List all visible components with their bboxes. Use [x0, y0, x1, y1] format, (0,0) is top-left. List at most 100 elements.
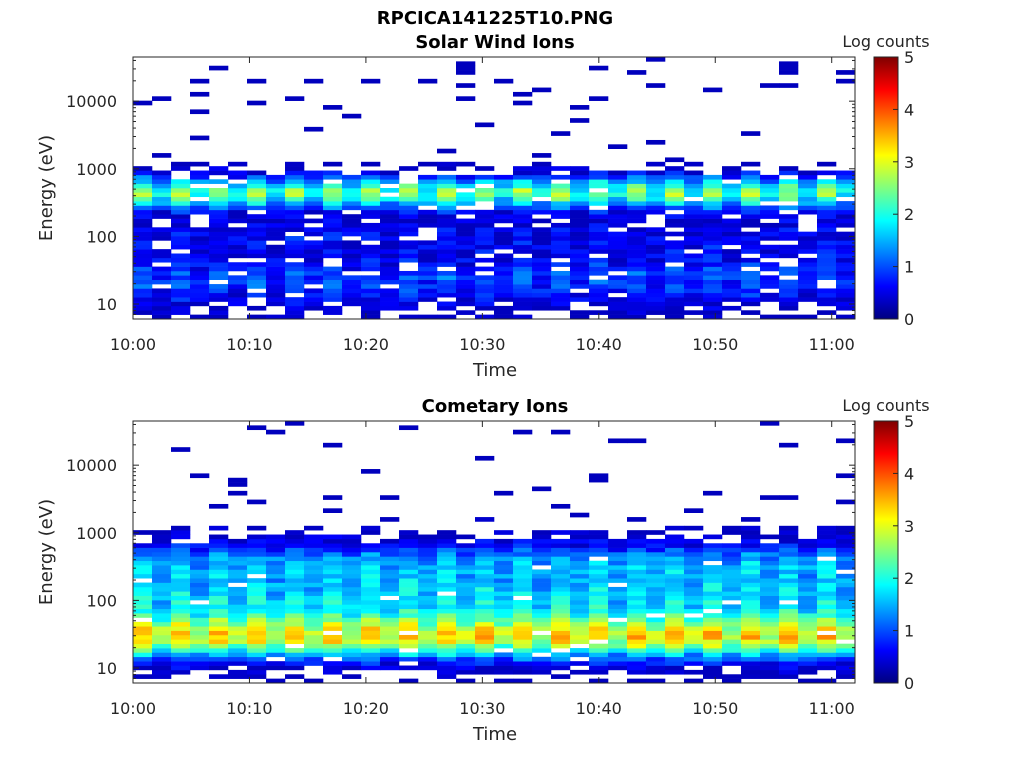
heatmap-cell	[171, 257, 191, 263]
heatmap-cell	[684, 560, 704, 566]
heatmap-cell	[361, 604, 381, 610]
heatmap-cell	[228, 560, 248, 566]
heatmap-cell	[456, 552, 476, 557]
heatmap-cell	[817, 534, 837, 540]
heatmap-cell	[608, 600, 628, 605]
heatmap-cell	[513, 266, 533, 272]
heatmap-cell	[722, 297, 742, 302]
heatmap-cell	[171, 613, 191, 618]
heatmap-cell	[228, 543, 248, 548]
heatmap-cell	[304, 626, 324, 631]
heatmap-cell	[228, 634, 248, 640]
heatmap-cell	[779, 70, 799, 75]
heatmap-cell	[171, 183, 191, 189]
heatmap-cell	[456, 257, 476, 263]
heatmap-cell	[418, 600, 438, 605]
heatmap-cell	[285, 188, 305, 193]
heatmap-cell	[361, 543, 381, 548]
heatmap-cell	[285, 582, 305, 588]
heatmap-cell	[228, 648, 248, 653]
heatmap-cell	[133, 591, 153, 596]
heatmap-cell	[247, 556, 267, 562]
heatmap-cell	[190, 595, 210, 601]
heatmap-cell	[570, 538, 590, 544]
heatmap-cell	[817, 301, 837, 307]
heatmap-cell	[684, 297, 704, 302]
heatmap-cell	[152, 249, 172, 254]
heatmap-cell	[152, 538, 172, 544]
heatmap-cell	[627, 665, 647, 671]
heatmap-cell	[589, 310, 609, 315]
heatmap-cell	[437, 279, 457, 285]
heatmap-cell	[380, 652, 400, 658]
heatmap-cell	[494, 530, 514, 535]
heatmap-cell	[418, 214, 438, 219]
heatmap-cell	[684, 525, 704, 531]
heatmap-cell	[589, 569, 609, 575]
heatmap-cell	[589, 608, 609, 614]
heatmap-cell	[456, 626, 476, 631]
heatmap-cell	[608, 179, 628, 184]
heatmap-cell	[209, 503, 229, 509]
heatmap-cell	[399, 639, 419, 644]
heatmap-cell	[513, 279, 533, 285]
heatmap-cell	[475, 626, 495, 631]
heatmap-cell	[608, 648, 628, 653]
heatmap-cell	[532, 643, 552, 649]
heatmap-cell	[171, 201, 191, 206]
heatmap-cell	[361, 630, 381, 636]
heatmap-cell	[266, 565, 286, 570]
heatmap-cell	[494, 643, 514, 649]
heatmap-cell	[627, 196, 647, 202]
heatmap-cell	[380, 621, 400, 627]
heatmap-cell	[627, 678, 647, 684]
heatmap-cell	[228, 552, 248, 557]
heatmap-cell	[494, 569, 514, 575]
heatmap-cell	[133, 569, 153, 575]
heatmap-cell	[532, 266, 552, 272]
heatmap-cell	[266, 222, 286, 228]
y-tick-label: 10	[97, 295, 117, 314]
heatmap-cell	[817, 231, 837, 237]
heatmap-cell	[722, 166, 742, 171]
heatmap-cell	[646, 538, 666, 544]
heatmap-cell	[475, 565, 495, 570]
heatmap-cell	[171, 214, 191, 219]
heatmap-cell	[798, 547, 818, 553]
heatmap-cell	[494, 292, 514, 298]
heatmap-cell	[608, 183, 628, 189]
heatmap-cell	[304, 586, 324, 592]
heatmap-cell	[190, 560, 210, 566]
heatmap-cell	[418, 534, 438, 540]
heatmap-cell	[361, 656, 381, 662]
heatmap-cell	[380, 196, 400, 202]
heatmap-cell	[380, 495, 400, 500]
heatmap-cell	[646, 240, 666, 246]
y-tick-label: 100	[86, 591, 117, 610]
heatmap-cell	[627, 626, 647, 631]
heatmap-cell	[684, 192, 704, 198]
heatmap-cell	[456, 669, 476, 675]
y-tick-label: 100	[86, 227, 117, 246]
heatmap-cell	[836, 634, 856, 640]
heatmap-cell	[247, 621, 267, 627]
heatmap-cell	[209, 253, 229, 259]
heatmap-cell	[817, 297, 837, 302]
heatmap-cell	[760, 179, 780, 184]
colorbar-tick-label: 3	[904, 517, 914, 536]
heatmap-cell	[703, 595, 723, 601]
heatmap-cell	[494, 196, 514, 202]
heatmap-cell	[304, 578, 324, 583]
heatmap-cell	[532, 547, 552, 553]
heatmap-cell	[418, 634, 438, 640]
heatmap-cell	[247, 534, 267, 540]
heatmap-cell	[665, 573, 685, 579]
heatmap-cell	[228, 292, 248, 298]
heatmap-cell	[171, 643, 191, 649]
heatmap-cell	[399, 257, 419, 263]
heatmap-cell	[475, 547, 495, 553]
heatmap-cell	[171, 661, 191, 666]
heatmap-cell	[418, 183, 438, 189]
heatmap-cell	[798, 678, 818, 684]
heatmap-cell	[247, 665, 267, 671]
